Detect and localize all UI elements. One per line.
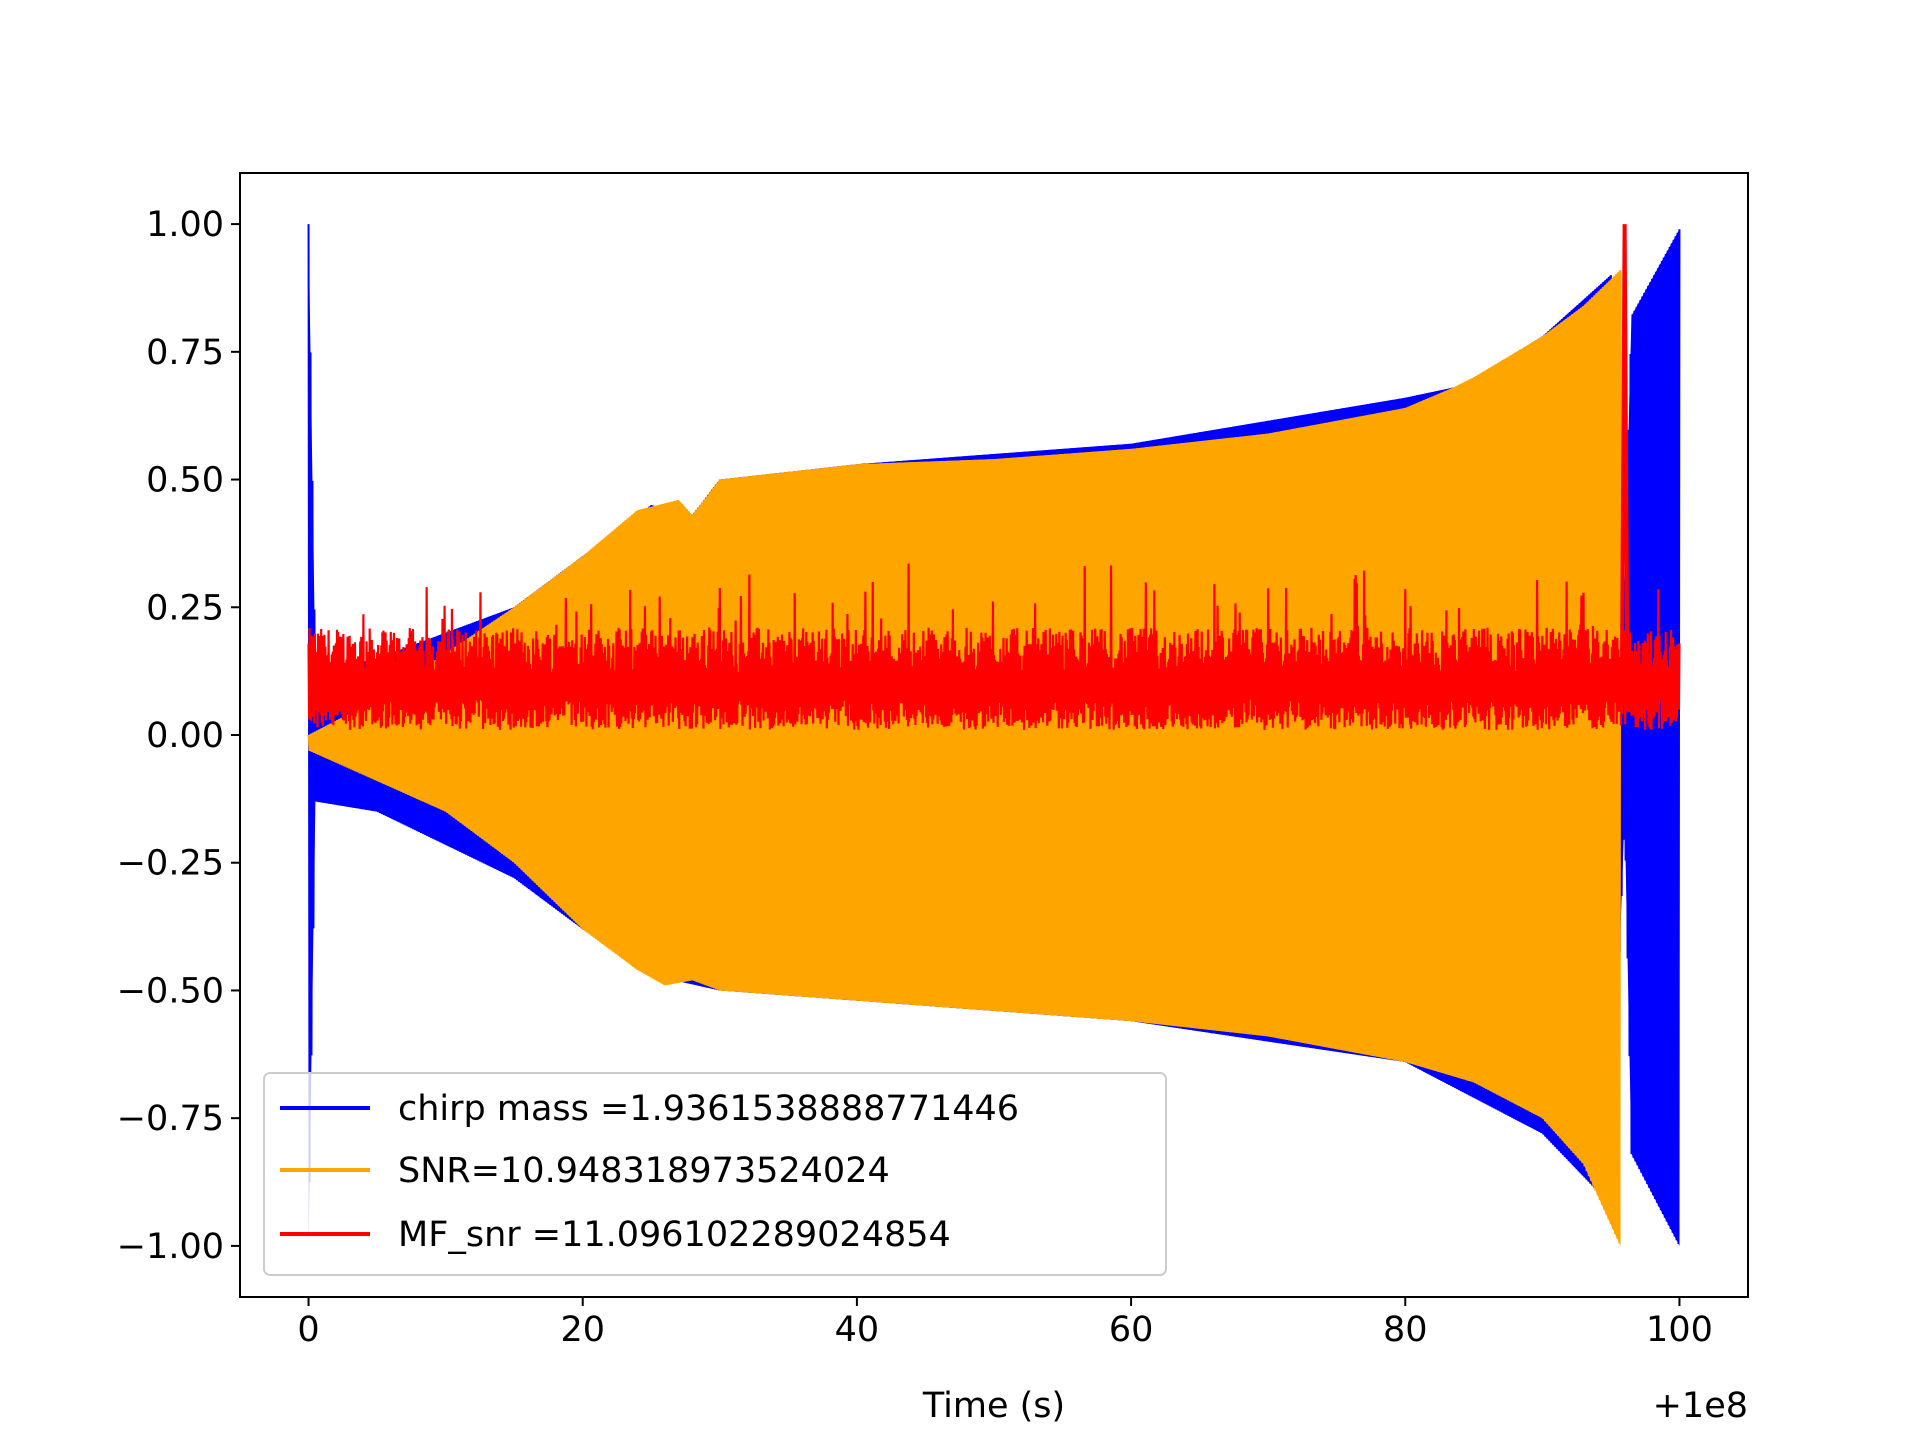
y-tick-label: 0.50 <box>146 461 224 501</box>
x-axis: 0 20 40 60 80 100 <box>297 1297 1713 1350</box>
x-tick-label: 40 <box>835 1310 880 1350</box>
x-tick-label: 0 <box>297 1310 319 1350</box>
x-axis-offset-label: +1e8 <box>1653 1386 1748 1426</box>
legend-label-chirp: chirp mass =1.9361538888771446 <box>398 1089 1019 1129</box>
y-tick-label: −0.50 <box>117 971 224 1011</box>
x-tick-label: 60 <box>1109 1310 1154 1350</box>
x-tick-label: 80 <box>1383 1310 1428 1350</box>
series-mf-snr-peak <box>1619 224 1630 684</box>
legend: chirp mass =1.9361538888771446 SNR=10.94… <box>263 1072 1167 1276</box>
x-tick-label: 20 <box>560 1310 605 1350</box>
y-axis: 1.00 0.75 0.50 0.25 0.00 −0.25 −0.50 −0.75 −1.00 <box>117 205 240 1267</box>
y-tick-label: 1.00 <box>146 205 224 245</box>
y-tick-label: 0.00 <box>146 716 224 756</box>
y-tick-label: −0.25 <box>117 844 224 884</box>
legend-label-snr: SNR=10.948318973524024 <box>398 1151 890 1191</box>
x-tick-label: 100 <box>1646 1310 1713 1350</box>
series-layer <box>307 224 1681 1246</box>
legend-label-mf: MF_snr =11.096102289024854 <box>398 1215 951 1255</box>
y-tick-label: 0.25 <box>146 588 224 628</box>
y-tick-label: −1.00 <box>117 1227 224 1267</box>
legend-box <box>263 1072 1167 1276</box>
series-snr-line <box>307 270 1622 1244</box>
y-tick-label: 0.75 <box>146 333 224 373</box>
y-tick-label: −0.75 <box>117 1099 224 1139</box>
x-axis-label: Time (s) <box>922 1386 1065 1426</box>
series-mf-snr-line <box>307 563 1681 730</box>
